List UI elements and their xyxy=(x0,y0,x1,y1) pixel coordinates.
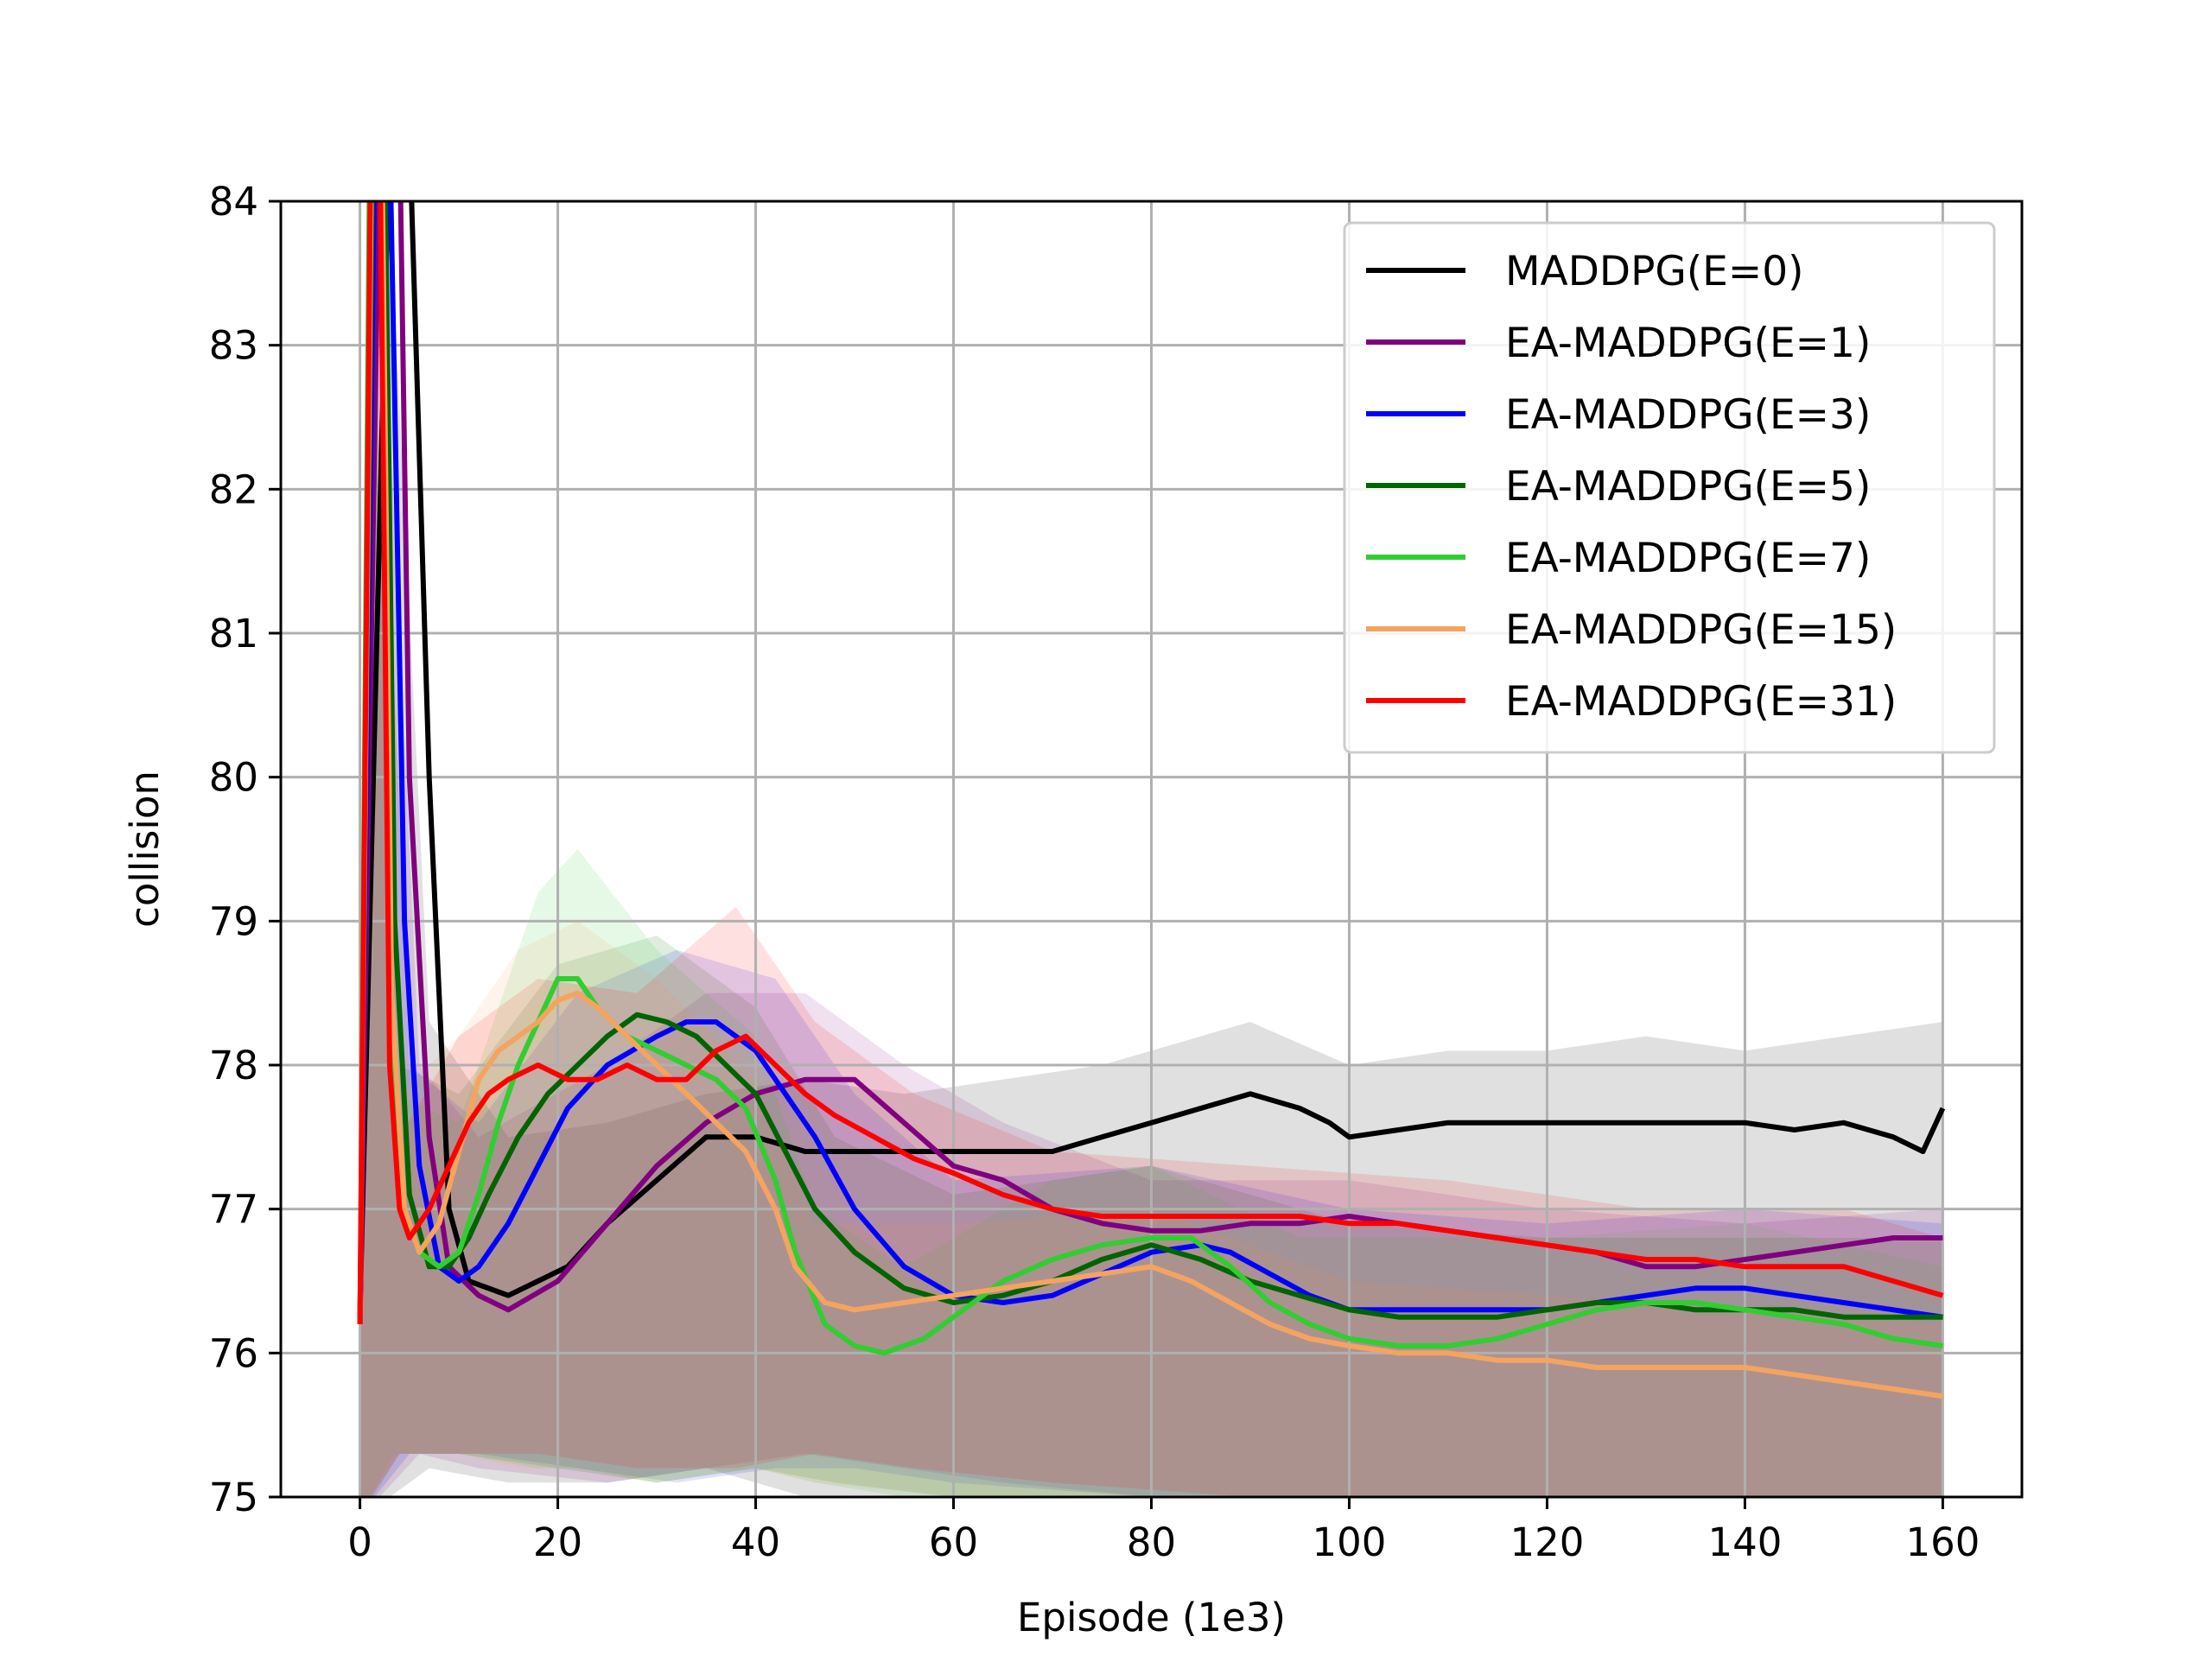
y-tick-label: 83 xyxy=(209,323,258,369)
line-series-0 xyxy=(357,201,1946,1310)
line-series-3 xyxy=(357,201,1943,1325)
y-tick-label: 77 xyxy=(209,1187,258,1233)
x-tick-label: 40 xyxy=(731,1519,780,1565)
legend-box xyxy=(1343,221,1996,754)
legend-label: EA-MADDPG(E=1) xyxy=(1505,320,1871,367)
x-tick-label: 100 xyxy=(1313,1519,1387,1565)
x-tick-label: 140 xyxy=(1707,1519,1782,1565)
x-tick-label: 0 xyxy=(347,1519,372,1565)
y-tick-label: 78 xyxy=(209,1043,258,1088)
legend-label: EA-MADDPG(E=31) xyxy=(1505,678,1897,726)
legend-label: MADDPG(E=0) xyxy=(1505,248,1804,295)
legend-label: EA-MADDPG(E=7) xyxy=(1505,535,1871,582)
y-axis-label: collision xyxy=(122,771,168,928)
y-tick-label: 80 xyxy=(209,755,258,801)
x-tick-label: 60 xyxy=(929,1519,978,1565)
legend-label: EA-MADDPG(E=15) xyxy=(1505,606,1897,654)
x-axis-label: Episode (1e3) xyxy=(1017,1595,1286,1640)
line-series-4 xyxy=(357,201,1943,1356)
legend: MADDPG(E=0) EA-MADDPG(E=1) EA-MADDPG(E=3) E… xyxy=(1343,221,1996,754)
axis-ticks: 0 20 40 60 80 100 120 140 160 75 76 77 78 79 80 81 82 83 8… xyxy=(209,179,1980,1565)
y-tick-label: 82 xyxy=(209,466,258,512)
y-tick-label: 76 xyxy=(209,1330,258,1376)
y-tick-label: 84 xyxy=(209,179,258,225)
x-tick-label: 80 xyxy=(1127,1519,1176,1565)
legend-label: EA-MADDPG(E=3) xyxy=(1505,391,1871,439)
x-tick-label: 20 xyxy=(533,1519,582,1565)
y-tick-label: 79 xyxy=(209,898,258,944)
series-lines xyxy=(357,201,1946,1399)
y-tick-label: 75 xyxy=(209,1475,258,1520)
x-tick-label: 160 xyxy=(1905,1519,1980,1565)
legend-label: EA-MADDPG(E=5) xyxy=(1505,463,1871,511)
line-series-5 xyxy=(357,201,1943,1399)
line-series-6 xyxy=(357,201,1944,1325)
x-tick-label: 120 xyxy=(1510,1519,1585,1565)
y-tick-label: 81 xyxy=(209,611,258,657)
